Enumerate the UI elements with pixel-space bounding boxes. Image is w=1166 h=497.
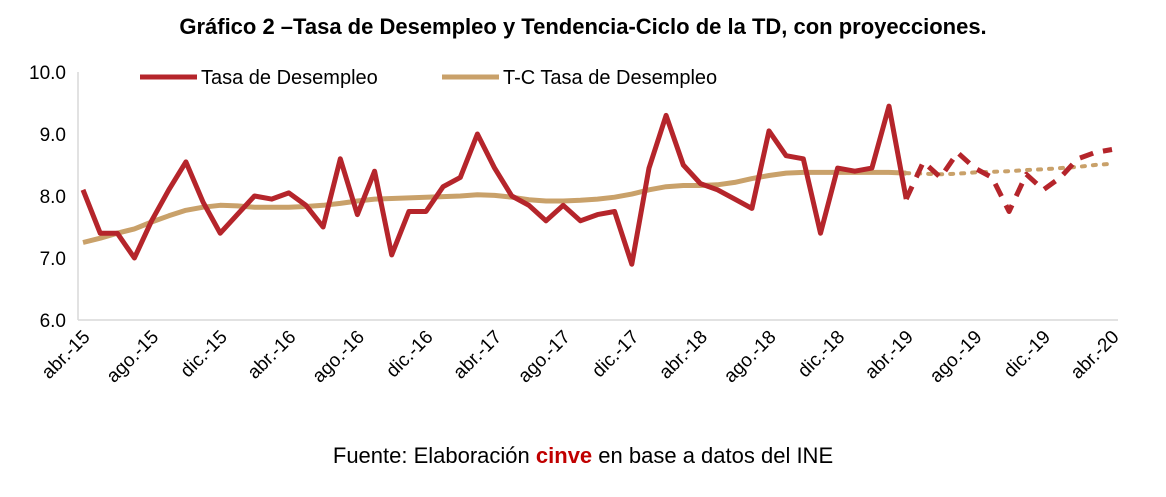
- x-tick-label: ago.-17: [514, 327, 574, 387]
- x-tick-label: abr.-15: [38, 327, 95, 384]
- x-tick-label: ago.-18: [720, 327, 780, 387]
- y-tick-label: 9.0: [40, 125, 66, 146]
- x-tick-label: abr.-20: [1067, 327, 1124, 384]
- series-tc-tasa-desempleo: [82, 169, 907, 245]
- legend: Tasa de Desempleo T-C Tasa de Desempleo: [140, 67, 717, 89]
- source-prefix: Fuente: Elaboración: [332, 443, 530, 468]
- series-layer: [80, 103, 1114, 267]
- x-tick-label: abr.-16: [244, 327, 301, 384]
- source-note: Fuente: Elaboración cinve en base a dato…: [0, 443, 1166, 469]
- series-tasa-desempleo: [80, 103, 909, 267]
- x-tick-label: dic.-15: [177, 327, 232, 382]
- x-tick-label: dic.-18: [794, 327, 849, 382]
- y-tick-labels: 6.0 7.0 8.0 9.0 10.0: [29, 63, 66, 332]
- x-tick-label: abr.-17: [449, 327, 506, 384]
- x-tick-labels: abr.-15 ago.-15 dic.-15 abr.-16 ago.-16 dic.-…: [38, 327, 1124, 387]
- source-brand: cinve: [535, 443, 593, 468]
- x-tick-label: dic.-17: [588, 327, 643, 382]
- x-tick-label: ago.-16: [309, 327, 369, 387]
- x-tick-label: dic.-16: [382, 327, 437, 382]
- legend-label-tc: T-C Tasa de Desempleo: [503, 67, 717, 89]
- y-tick-label: 6.0: [40, 311, 66, 332]
- y-tick-label: 8.0: [40, 187, 66, 208]
- x-tick-label: abr.-18: [655, 327, 712, 384]
- x-tick-label: ago.-15: [103, 327, 163, 387]
- chart-title: Gráfico 2 –Tasa de Desempleo y Tendencia…: [179, 14, 987, 39]
- x-tick-label: ago.-19: [926, 327, 986, 387]
- x-tick-label: dic.-19: [1000, 327, 1055, 382]
- y-tick-label: 7.0: [40, 249, 66, 270]
- x-tick-label: abr.-19: [861, 327, 918, 384]
- y-tick-label: 10.0: [29, 63, 66, 84]
- series-tasa-desempleo-proyeccion: [903, 147, 1113, 214]
- source-suffix: en base a datos del INE: [598, 443, 834, 468]
- legend-label-td: Tasa de Desempleo: [201, 67, 378, 89]
